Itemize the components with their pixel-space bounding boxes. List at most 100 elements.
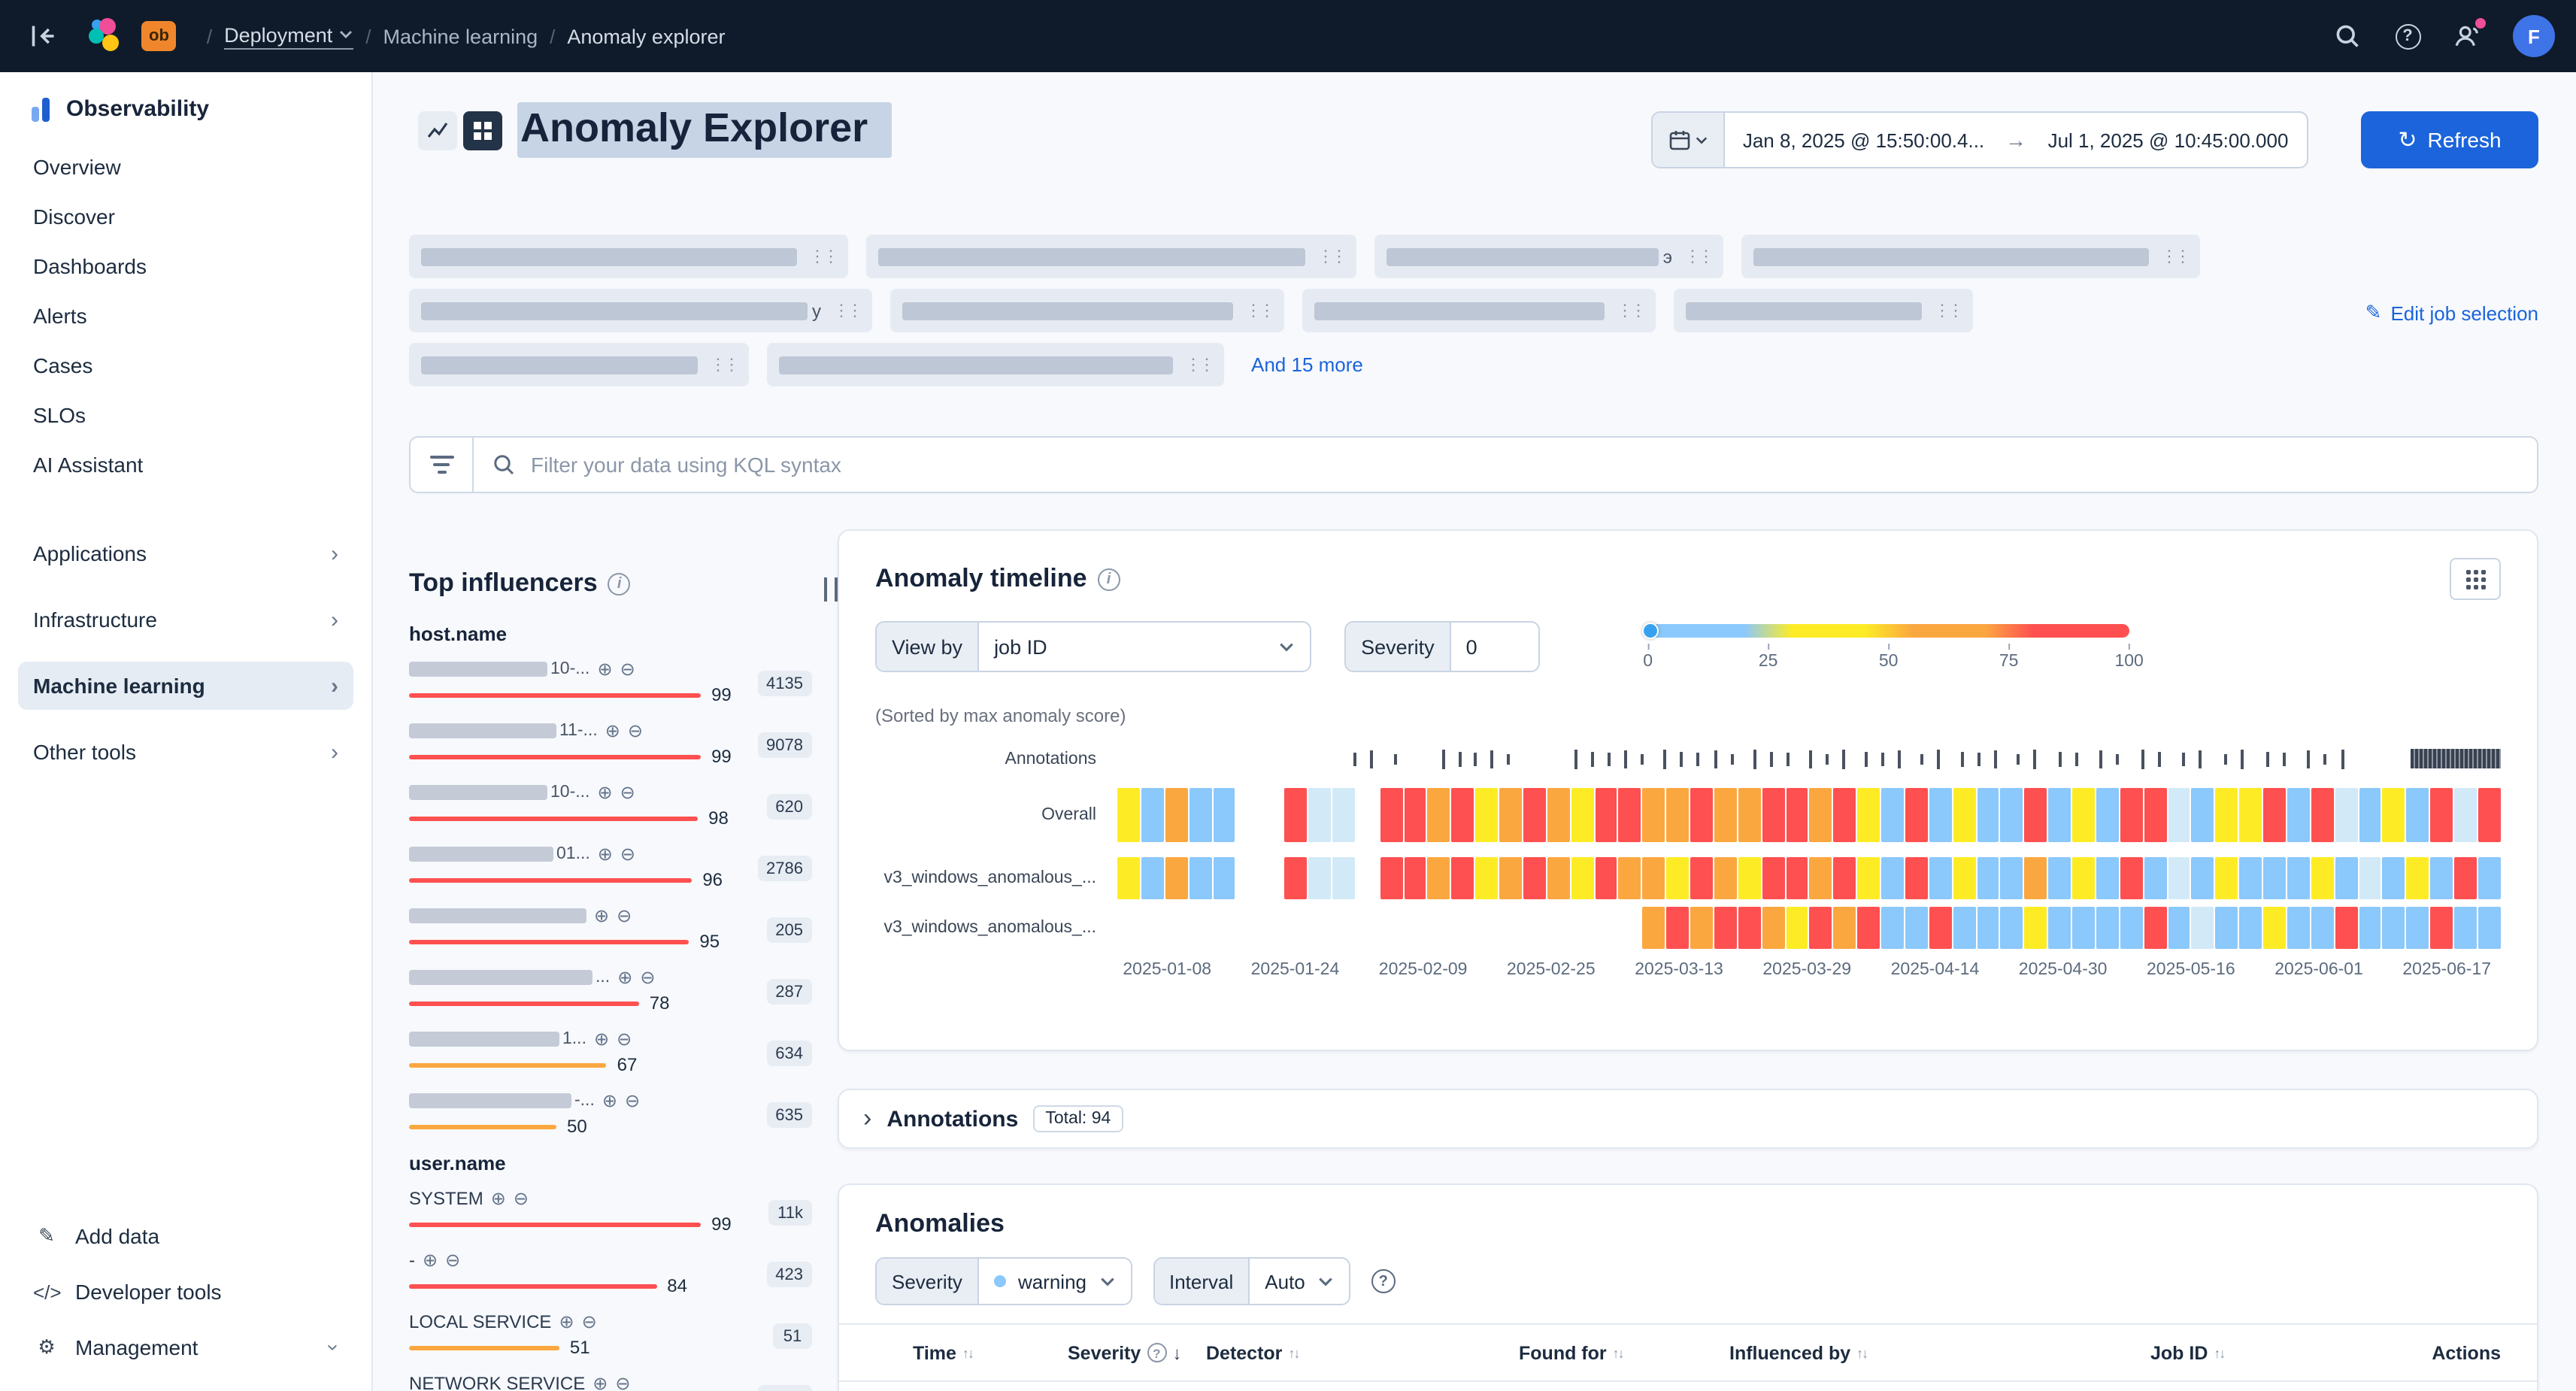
annotation-marker[interactable] [1826, 753, 1829, 764]
drag-handle-icon[interactable]: ⋮⋮ [710, 356, 740, 374]
sidebar-item-other-tools[interactable]: Other tools › [33, 739, 338, 765]
swimlane-cell[interactable] [1332, 788, 1355, 842]
swimlane-cell[interactable] [2359, 907, 2381, 949]
column-header-job-id[interactable]: Job ID ↑↓ [2150, 1342, 2226, 1363]
swimlane-cell[interactable] [2239, 907, 2262, 949]
swimlane-cell[interactable] [2048, 788, 2071, 842]
user-avatar[interactable]: F [2513, 15, 2555, 57]
drag-handle-icon[interactable]: ⋮⋮ [1245, 302, 1275, 320]
swimlane-cell[interactable] [1499, 857, 1522, 899]
remove-filter-button[interactable]: ⊖ [513, 1187, 529, 1208]
drag-handle-icon[interactable]: ⋮⋮ [809, 248, 839, 266]
swimlane-cell[interactable] [1427, 857, 1450, 899]
swimlane-cell[interactable] [1308, 857, 1331, 899]
swimlane-cell[interactable] [1618, 788, 1641, 842]
drag-handle-icon[interactable]: ⋮⋮ [833, 302, 863, 320]
drag-handle-icon[interactable]: ⋮⋮ [1934, 302, 1964, 320]
annotation-marker[interactable] [1994, 750, 1998, 768]
sort-icon[interactable]: ↑↓ [1288, 1345, 1300, 1360]
swimlane-cell[interactable] [1380, 907, 1402, 949]
sidebar-item-alerts[interactable]: Alerts [33, 304, 87, 328]
swimlane-cell[interactable] [1165, 857, 1188, 899]
add-filter-button[interactable]: ⊕ [605, 720, 620, 741]
sort-icon[interactable]: ↑↓ [1856, 1345, 1868, 1360]
annotation-marker[interactable] [1394, 753, 1397, 764]
swimlane-cell[interactable] [2263, 857, 2286, 899]
remove-filter-button[interactable]: ⊖ [620, 781, 635, 802]
swimlane-cell[interactable] [2406, 857, 2429, 899]
swimlane-cell[interactable] [1977, 907, 1999, 949]
swimlane-cell[interactable] [1236, 857, 1259, 899]
swimlane-cell[interactable] [2311, 788, 2334, 842]
swimlane-cell[interactable] [2239, 857, 2262, 899]
annotation-marker[interactable] [2307, 750, 2311, 768]
swimlane-cell[interactable] [1738, 907, 1761, 949]
annotation-marker[interactable] [1459, 751, 1462, 766]
edit-job-selection-link[interactable]: ✎ Edit job selection [2365, 301, 2538, 324]
swimlane-cell[interactable] [1881, 857, 1904, 899]
column-header-influenced-by[interactable]: Influenced by ↑↓ [1729, 1342, 1868, 1363]
add-filter-button[interactable]: ⊕ [490, 1187, 506, 1208]
annotation-marker[interactable] [1474, 752, 1477, 765]
swimlane-cell[interactable] [2144, 857, 2166, 899]
swimlane-cell[interactable] [2120, 788, 2143, 842]
kql-input[interactable] [528, 451, 2537, 478]
swimlane-cell[interactable] [1284, 788, 1307, 842]
swimlane-cell[interactable] [1642, 857, 1665, 899]
swimlane-cell[interactable] [1690, 788, 1713, 842]
swimlane-cell[interactable] [1857, 788, 1880, 842]
annotation-marker[interactable] [2199, 750, 2202, 768]
swimlane-cell[interactable] [1762, 788, 1784, 842]
swimlane-cell[interactable] [1738, 788, 1761, 842]
annotation-marker[interactable] [2182, 752, 2186, 765]
sidebar-item-ai-assistant[interactable]: AI Assistant [33, 453, 144, 477]
swimlane-cell[interactable] [1642, 788, 1665, 842]
swimlane-cell[interactable] [2430, 907, 2453, 949]
swimlane-cell[interactable] [1690, 857, 1713, 899]
drag-handle-icon[interactable]: ⋮⋮ [1317, 248, 1347, 266]
swimlane-cell[interactable] [2215, 788, 2238, 842]
swimlane-cell[interactable] [2072, 907, 2095, 949]
job-badge[interactable]: ⋮⋮ [1741, 235, 2200, 278]
swimlane-cell[interactable] [1475, 907, 1498, 949]
annotation-marker[interactable] [2341, 749, 2345, 768]
swimlane-cell[interactable] [2048, 907, 2071, 949]
swimlane-cell[interactable] [1809, 907, 1832, 949]
job-badge[interactable]: э ⋮⋮ [1374, 235, 1723, 278]
annotation-marker[interactable] [1640, 753, 1644, 764]
swimlane-cell[interactable] [2406, 907, 2429, 949]
swimlane-cell[interactable] [2096, 788, 2119, 842]
swimlane-cell[interactable] [1236, 788, 1259, 842]
annotation-marker[interactable] [1623, 750, 1627, 768]
remove-filter-button[interactable]: ⊖ [620, 658, 635, 679]
annotation-marker[interactable] [1490, 750, 1494, 768]
add-filter-button[interactable]: ⊕ [592, 1372, 608, 1391]
sidebar-item-slos[interactable]: SLOs [33, 403, 86, 427]
job-badge[interactable]: ⋮⋮ [890, 289, 1284, 332]
users-icon[interactable] [2453, 18, 2486, 51]
date-range-picker[interactable]: Jan 8, 2025 @ 15:50:00.4... → Jul 1, 202… [1651, 111, 2308, 168]
swimlane-cell[interactable] [2239, 788, 2262, 842]
swimlane-cell[interactable] [2382, 907, 2405, 949]
column-header-time[interactable]: Time ↑↓ [913, 1342, 974, 1363]
annotations-accordion[interactable]: › Annotations Total: 94 [838, 1089, 2538, 1149]
search-icon[interactable] [2332, 21, 2362, 51]
swimlane-cell[interactable] [1762, 857, 1784, 899]
sidebar-item-add-data[interactable]: ✎ Add data [18, 1209, 353, 1263]
anomalies-severity-select[interactable]: Severity warning [875, 1257, 1132, 1305]
annotation-marker[interactable] [2141, 749, 2144, 768]
remove-filter-button[interactable]: ⊖ [617, 905, 632, 926]
swimlane-cell[interactable] [2359, 857, 2381, 899]
swimlane-cell[interactable] [1666, 907, 1689, 949]
info-icon[interactable]: i [1097, 568, 1120, 590]
annotation-marker[interactable] [1961, 751, 1965, 766]
swimlane-cell[interactable] [1427, 907, 1450, 949]
job-badge[interactable]: ⋮⋮ [767, 343, 1224, 386]
swimlane-cell[interactable] [2478, 857, 2501, 899]
remove-filter-button[interactable]: ⊖ [627, 720, 643, 741]
job-badge[interactable]: ⋮⋮ [409, 343, 749, 386]
swimlane-cell[interactable] [2382, 857, 2405, 899]
swimlane-cell[interactable] [2263, 788, 2286, 842]
swimlane-cell[interactable] [1571, 788, 1593, 842]
swimlane-cell[interactable] [1380, 857, 1402, 899]
